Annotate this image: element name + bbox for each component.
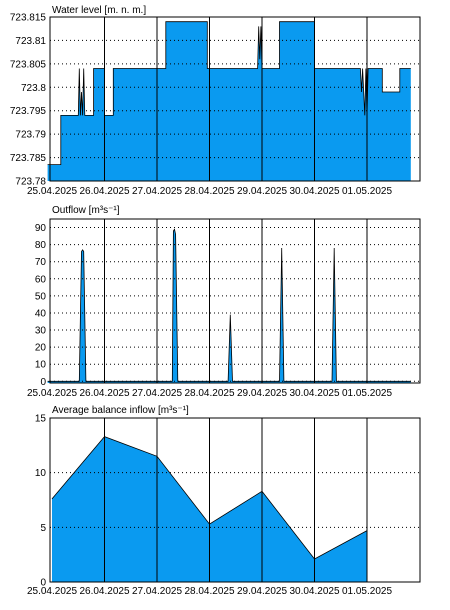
y-tick-label: 723.78 xyxy=(15,177,46,188)
x-tick-label: 29.04.2025 xyxy=(237,586,287,597)
y-tick-label: 80 xyxy=(35,240,47,251)
x-tick-label: 30.04.2025 xyxy=(289,186,339,197)
y-tick-label: 0 xyxy=(40,578,46,589)
x-tick-label: 01.05.2025 xyxy=(342,186,392,197)
x-tick-label: 25.04.2025 xyxy=(27,186,77,197)
x-tick-label: 25.04.2025 xyxy=(27,586,77,597)
x-tick-label: 28.04.2025 xyxy=(184,388,234,399)
y-tick-label: 723.795 xyxy=(10,106,47,117)
y-tick-label: 723.8 xyxy=(21,83,46,94)
series-line xyxy=(47,21,411,165)
x-tick-label: 30.04.2025 xyxy=(289,388,339,399)
series-line xyxy=(47,228,411,382)
x-tick-label: 01.05.2025 xyxy=(342,586,392,597)
y-tick-label: 90 xyxy=(35,223,47,234)
y-tick-label: 20 xyxy=(35,343,47,354)
y-tick-label: 15 xyxy=(35,414,47,425)
x-tick-label: 29.04.2025 xyxy=(237,186,287,197)
x-tick-label: 26.04.2025 xyxy=(79,186,129,197)
series-area xyxy=(47,21,411,182)
x-tick-label: 01.05.2025 xyxy=(342,388,392,399)
x-tick-label: 27.04.2025 xyxy=(132,586,182,597)
y-tick-label: 70 xyxy=(35,257,47,268)
chart-title: Average balance inflow [m³s⁻¹] xyxy=(52,405,189,416)
chart-panel-1: Water level [m. n. m.] 723.78 723.785 723.7… xyxy=(10,5,421,197)
x-tick-label: 28.04.2025 xyxy=(184,586,234,597)
y-tick-label: 10 xyxy=(35,468,47,479)
chart-panel-2: Outflow [m³s⁻¹] 0 10 20 30 40 50 60 70 80 90 25.04.… xyxy=(27,205,421,399)
y-tick-label: 723.81 xyxy=(15,36,46,47)
x-tick-label: 30.04.2025 xyxy=(289,586,339,597)
chart-title: Outflow [m³s⁻¹] xyxy=(52,205,120,216)
x-tick-label: 28.04.2025 xyxy=(184,186,234,197)
y-tick-label: 0 xyxy=(40,377,46,388)
y-tick-label: 50 xyxy=(35,291,47,302)
chart-panel-3: Average balance inflow [m³s⁻¹] 0 5 10 15 25.0… xyxy=(27,405,421,597)
plot-frame xyxy=(49,417,421,583)
y-tick-label: 723.785 xyxy=(10,153,47,164)
x-tick-label: 25.04.2025 xyxy=(27,388,77,399)
y-tick-label: 723.815 xyxy=(10,13,47,24)
y-tick-label: 10 xyxy=(35,360,47,371)
y-tick-label: 5 xyxy=(40,523,46,534)
y-tick-label: 60 xyxy=(35,274,47,285)
x-tick-label: 29.04.2025 xyxy=(237,388,287,399)
plot-frame xyxy=(49,218,421,384)
chart-title: Water level [m. n. m.] xyxy=(52,5,146,16)
y-tick-label: 723.805 xyxy=(10,59,47,70)
y-tick-label: 723.79 xyxy=(15,130,46,141)
plot-frame xyxy=(49,16,421,182)
x-tick-label: 26.04.2025 xyxy=(79,586,129,597)
y-tick-label: 40 xyxy=(35,308,47,319)
x-tick-label: 27.04.2025 xyxy=(132,186,182,197)
y-tick-label: 30 xyxy=(35,326,47,337)
x-tick-label: 26.04.2025 xyxy=(79,388,129,399)
x-tick-label: 27.04.2025 xyxy=(132,388,182,399)
